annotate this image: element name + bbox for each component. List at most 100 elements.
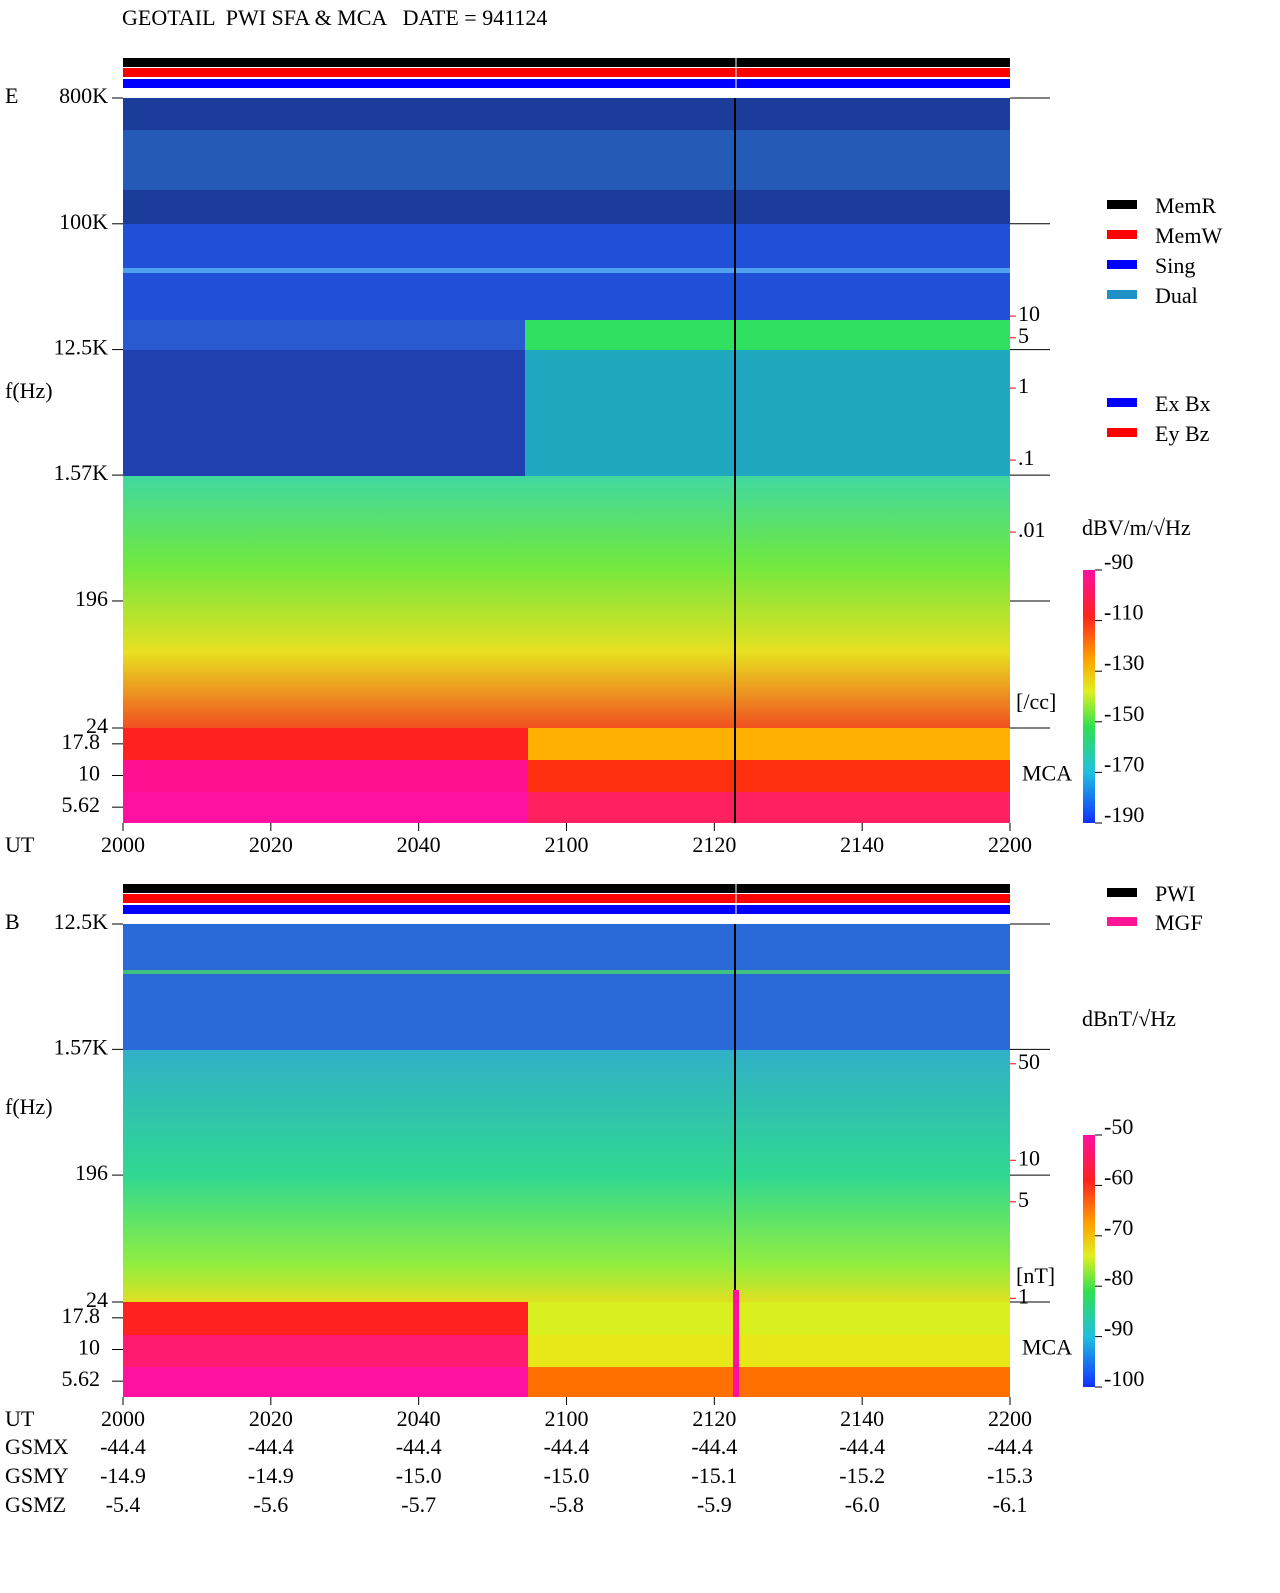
legend-label: MemW (1155, 223, 1222, 248)
legend-swatch (1107, 398, 1137, 407)
legend-label: PWI (1155, 881, 1195, 906)
y-tick-label: 24 (86, 1287, 108, 1312)
panel-label: B (5, 909, 20, 934)
x-tick-label: 2000 (101, 832, 145, 857)
gsm-value: -6.0 (845, 1492, 880, 1517)
gsm-value: -14.9 (100, 1463, 146, 1488)
gsm-value: -5.8 (549, 1492, 584, 1517)
y-tick-label: 196 (75, 1160, 108, 1185)
legend-label: Dual (1155, 283, 1198, 308)
legend-swatch (1107, 230, 1137, 239)
y-tick-label: 24 (86, 713, 108, 738)
mca-tick-label: 10 (78, 761, 100, 786)
gsm-value: -5.7 (401, 1492, 436, 1517)
colorbar-tick-label: -170 (1104, 751, 1144, 776)
mca-tick-label: 5.62 (62, 792, 101, 817)
gsm-value: -15.1 (691, 1463, 737, 1488)
colorbar-label: dBnT/√Hz (1082, 1006, 1176, 1031)
gsm-value: -5.4 (106, 1492, 141, 1517)
gsm-label: GSMZ (5, 1492, 66, 1517)
gsm-label: GSMY (5, 1463, 69, 1488)
x-tick-label: 2100 (545, 1406, 589, 1431)
y-tick-label: 12.5K (54, 909, 109, 934)
y2-tick-label: 5 (1018, 323, 1029, 348)
y2-tick-label: .1 (1018, 445, 1035, 470)
x-tick-label: 2140 (840, 1406, 884, 1431)
mca-tick-label: 5.62 (62, 1366, 101, 1391)
y2-tick-label: 50 (1018, 1049, 1040, 1074)
mca-tick-label: 10 (78, 1335, 100, 1360)
mca-tick-label: 17.8 (62, 729, 101, 754)
colorbar (1083, 1135, 1095, 1387)
mca-label: MCA (1022, 761, 1072, 786)
gsm-value: -44.4 (100, 1434, 146, 1459)
spectrogram-e (123, 98, 1010, 823)
legend-swatch (1107, 260, 1137, 269)
colorbar-tick-label: -130 (1104, 650, 1144, 675)
gsm-value: -15.0 (544, 1463, 590, 1488)
x-axis-label: UT (5, 832, 35, 857)
spectrogram-b (123, 924, 1010, 1397)
x-tick-label: 2140 (840, 832, 884, 857)
legend-label: Ex Bx (1155, 391, 1211, 416)
legend-swatch (1107, 428, 1137, 437)
colorbar-tick-label: -150 (1104, 701, 1144, 726)
gsm-value: -5.9 (697, 1492, 732, 1517)
gsm-value: -44.4 (839, 1434, 885, 1459)
gsm-value: -44.4 (987, 1434, 1033, 1459)
colorbar-tick-label: -90 (1104, 1316, 1133, 1341)
gsm-value: -6.1 (993, 1492, 1028, 1517)
chart-title: GEOTAIL PWI SFA & MCA DATE = 941124 (122, 5, 547, 30)
x-tick-label: 2120 (692, 832, 736, 857)
colorbar-label: dBV/m/√Hz (1082, 515, 1191, 540)
legend-swatch (1107, 917, 1137, 926)
legend-swatch (1107, 200, 1137, 209)
x-tick-label: 2020 (249, 832, 293, 857)
legend-label: Sing (1155, 253, 1195, 278)
gsm-value: -15.2 (839, 1463, 885, 1488)
gsm-value: -14.9 (248, 1463, 294, 1488)
gsm-value: -5.6 (253, 1492, 288, 1517)
colorbar-tick-label: -100 (1104, 1366, 1144, 1391)
y-tick-label: 196 (75, 586, 108, 611)
gsm-value: -44.4 (544, 1434, 590, 1459)
legend-label: MemR (1155, 193, 1216, 218)
y-axis-label: f(Hz) (5, 1094, 53, 1119)
y-axis-label: f(Hz) (5, 378, 53, 403)
colorbar-tick-label: -60 (1104, 1164, 1133, 1189)
x-tick-label: 2040 (397, 832, 441, 857)
gsm-value: -15.3 (987, 1463, 1033, 1488)
x-tick-label: 2200 (988, 1406, 1032, 1431)
colorbar-tick-label: -190 (1104, 802, 1144, 827)
status-bars (123, 58, 1010, 914)
mca-label: MCA (1022, 1335, 1072, 1360)
colorbar-tick-label: -110 (1104, 600, 1144, 625)
gsm-value: -15.0 (396, 1463, 442, 1488)
gsm-value: -44.4 (396, 1434, 442, 1459)
legend-label: MGF (1155, 910, 1203, 935)
x-axis-label: UT (5, 1406, 35, 1431)
gsm-value: -44.4 (248, 1434, 294, 1459)
x-tick-label: 2200 (988, 832, 1032, 857)
y2-tick-label: 10 (1018, 301, 1040, 326)
y2-tick-label: 10 (1018, 1145, 1040, 1170)
x-tick-label: 2040 (397, 1406, 441, 1431)
colorbar-tick-label: -70 (1104, 1215, 1133, 1240)
colorbar-tick-label: -50 (1104, 1114, 1133, 1139)
gsm-value: -44.4 (691, 1434, 737, 1459)
colorbar (1083, 570, 1095, 823)
y2-axis-label: [nT] (1016, 1263, 1055, 1288)
y2-tick-label: 1 (1018, 1283, 1029, 1308)
y-tick-label: 1.57K (54, 460, 109, 485)
legend-swatch (1107, 290, 1137, 299)
y2-tick-label: 1 (1018, 373, 1029, 398)
x-tick-label: 2120 (692, 1406, 736, 1431)
y-tick-label: 100K (59, 209, 108, 234)
gsm-label: GSMX (5, 1434, 69, 1459)
y-tick-label: 1.57K (54, 1034, 109, 1059)
y2-axis-label: [/cc] (1016, 689, 1056, 714)
legend-label: Ey Bz (1155, 421, 1210, 446)
colorbar-tick-label: -80 (1104, 1265, 1133, 1290)
panel-label: E (5, 83, 18, 108)
